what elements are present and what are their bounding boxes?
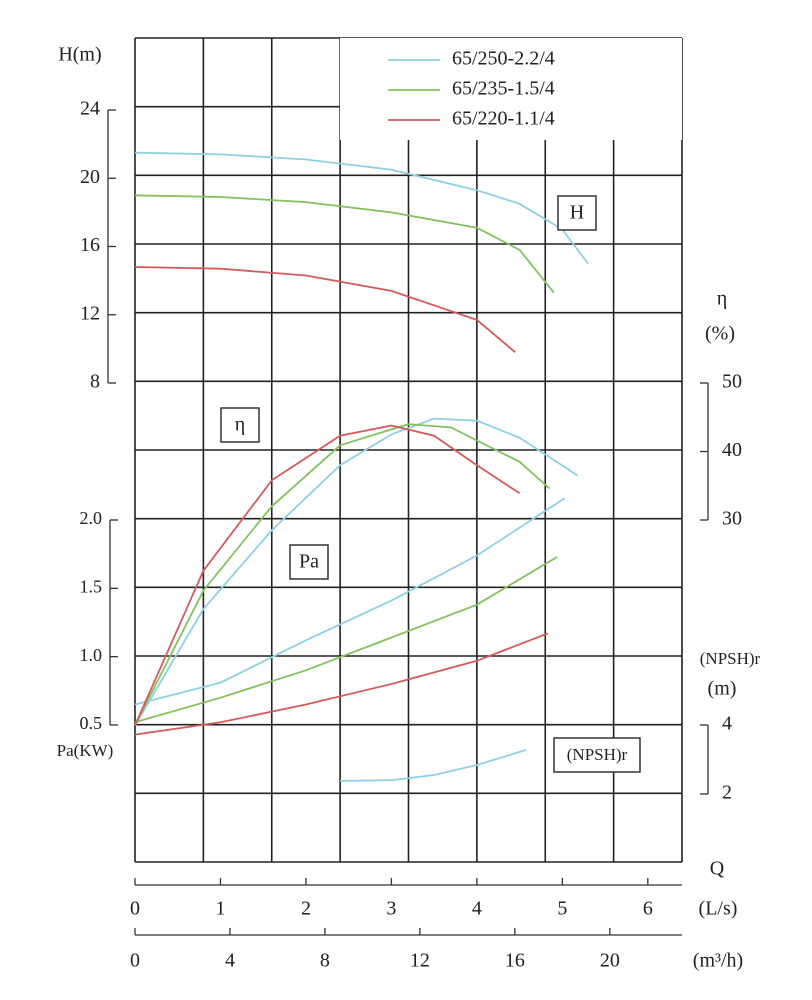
y-tick-label: 4 (722, 713, 732, 735)
npsh-box (553, 737, 641, 773)
eta-box (220, 407, 260, 443)
x-tick-label: 3 (386, 898, 396, 920)
npsh-axis-label: (NPSH)r (700, 649, 761, 668)
h-axis-label: H(m) (58, 44, 101, 66)
curves (134, 151, 589, 782)
Pa-curve (134, 497, 566, 706)
pa-box (289, 544, 329, 580)
x2-tick-label: 16 (505, 950, 525, 972)
legend-label: 65/235-1.5/4 (452, 78, 555, 100)
x-tick-label: 5 (557, 898, 567, 920)
y-tick-label: 40 (722, 439, 742, 461)
Pa-curve (134, 632, 549, 736)
x2-tick-label: 20 (600, 950, 620, 972)
eta-axis-label: η (717, 288, 727, 310)
Pa-curve (134, 556, 558, 724)
legend-background (340, 38, 682, 140)
pa-axis-label: Pa(KW) (57, 741, 114, 760)
h-box-label: H (570, 202, 584, 224)
x2-axis-unit: (m³/h) (693, 950, 743, 972)
grid (134, 37, 683, 863)
y-tick-label: 16 (80, 234, 100, 256)
y-tick-label: 20 (80, 166, 100, 188)
H-curve (134, 266, 516, 353)
y-tick-label: 24 (80, 98, 100, 120)
y-tick-label: 50 (722, 371, 742, 393)
y-tick-label: 8 (90, 371, 100, 393)
x-tick-label: 0 (130, 898, 140, 920)
y-tick-label: 0.5 (80, 713, 103, 733)
y-tick-label: 1.0 (80, 645, 103, 665)
h-box (557, 195, 597, 231)
x-axis-unit: (L/s) (699, 898, 738, 920)
legend-label: 65/220-1.1/4 (452, 108, 555, 130)
legend: 65/250-2.2/4 65/235-1.5/4 65/220-1.1/4 (388, 48, 555, 130)
legend-label: 65/250-2.2/4 (452, 48, 555, 70)
y-tick-label: 2.0 (80, 508, 103, 528)
x2-tick-label: 8 (320, 950, 330, 972)
x-tick-label: 4 (472, 898, 482, 920)
x2-tick-label: 12 (410, 950, 430, 972)
x-tick-label: 6 (643, 898, 653, 920)
H-curve (134, 194, 555, 294)
eta-curve (134, 424, 521, 726)
x2-tick-label: 0 (130, 950, 140, 972)
pa-box-label: Pa (299, 551, 319, 573)
npsh-axis-unit: (m) (708, 678, 737, 700)
x2-tick-label: 4 (225, 950, 235, 972)
eta-curve (134, 423, 551, 726)
H-curve (134, 151, 589, 265)
eta-box-label: η (235, 414, 245, 436)
y-tick-label: 30 (722, 508, 742, 530)
eta-axis-unit: (%) (705, 323, 735, 345)
y-tick-label: 2 (722, 782, 732, 804)
eta-curve (134, 417, 579, 726)
npsh-curve (340, 748, 527, 782)
x-axis-label: Q (710, 858, 725, 880)
y-tick-label: 12 (80, 302, 100, 324)
x-tick-label: 1 (215, 898, 225, 920)
x-tick-label: 2 (301, 898, 311, 920)
npsh-box-label: (NPSH)r (567, 745, 628, 764)
y-tick-label: 1.5 (80, 576, 103, 596)
